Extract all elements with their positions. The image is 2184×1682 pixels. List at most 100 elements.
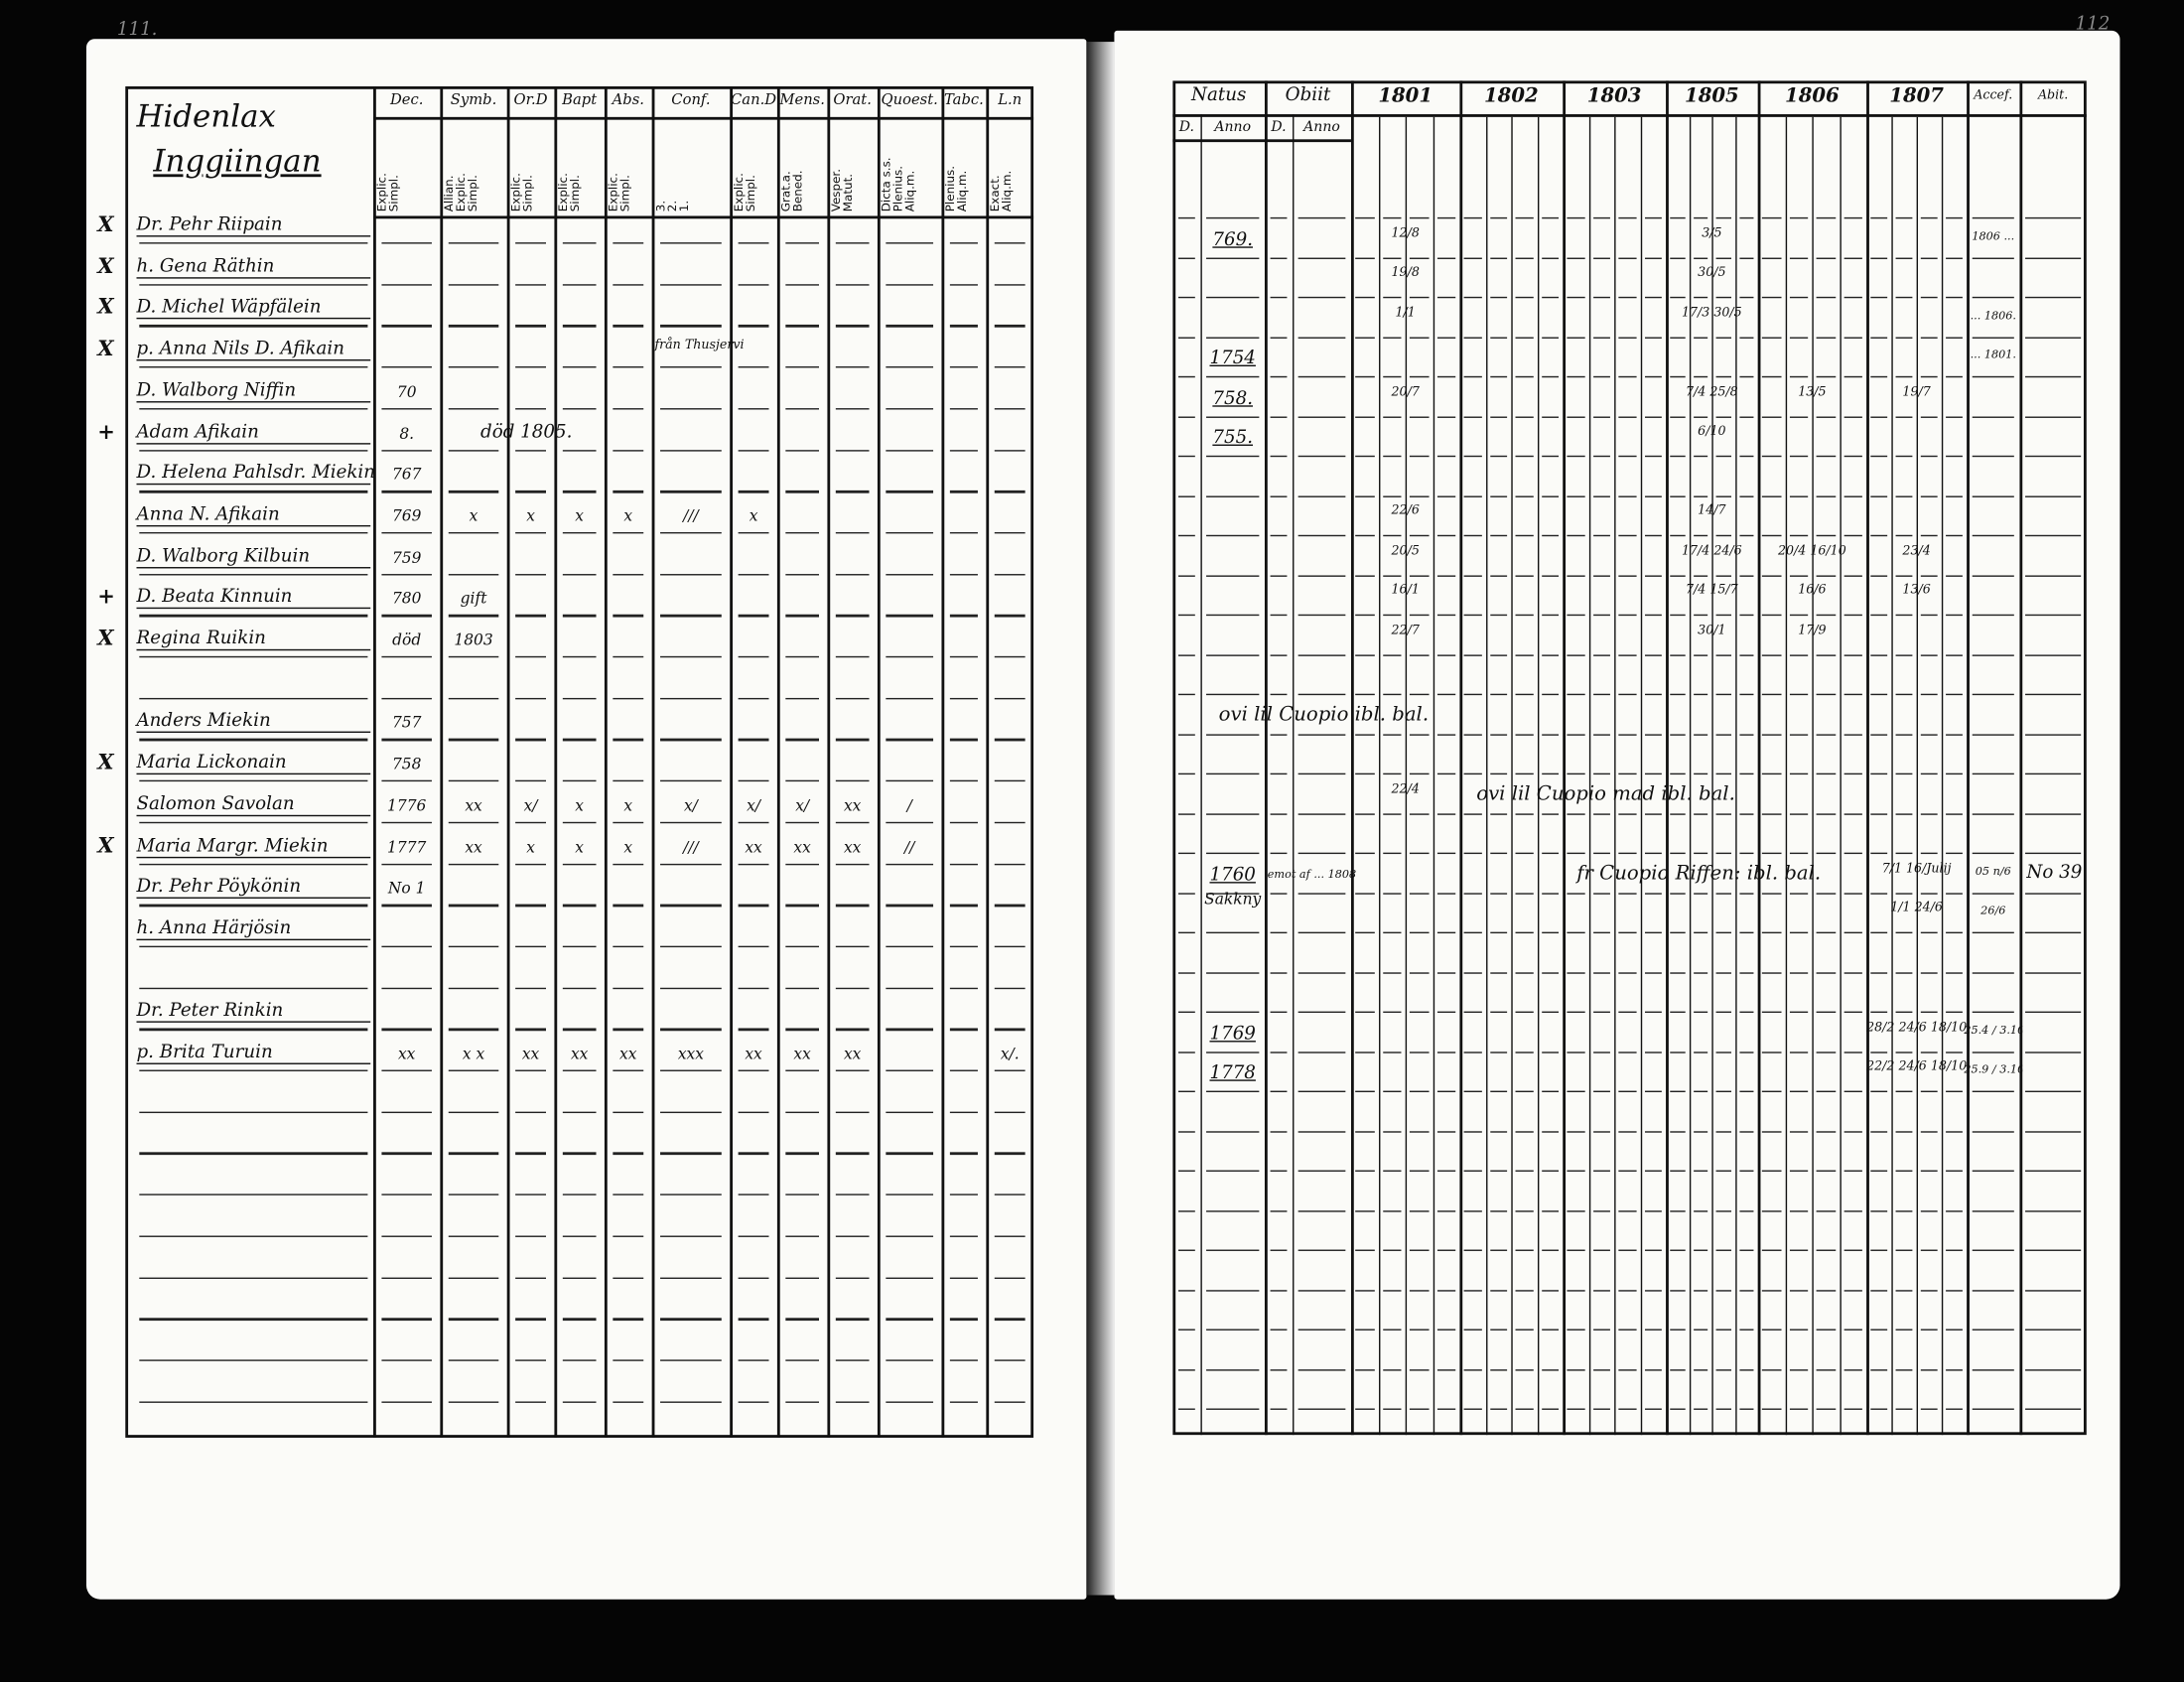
cell-rule: [448, 863, 499, 866]
cell-rule: [1270, 455, 1288, 458]
column-subheader: Anno: [1303, 119, 1340, 136]
row-rule: [139, 1069, 368, 1072]
cell-rule: [515, 1069, 546, 1072]
cell-rule: [562, 1359, 597, 1362]
cell-rule: [1489, 455, 1508, 458]
cell-rule: [1670, 614, 1686, 617]
cell-rule: [1972, 1130, 2014, 1133]
year-subcolumn-divider: [1916, 116, 1919, 1436]
cell-rule: [1738, 1090, 1754, 1093]
cell-rule: [1409, 1051, 1429, 1053]
cell-rule: [1409, 375, 1429, 378]
register-cell: död: [392, 631, 422, 649]
cell-rule: [613, 491, 644, 493]
cell-rule: [1463, 1249, 1482, 1252]
year-subcolumn-divider: [1537, 116, 1539, 1436]
cell-rule: [1670, 256, 1686, 259]
left-page: 111.: [85, 20, 1087, 1600]
cell-rule: [1592, 216, 1610, 219]
cell-rule: [1693, 892, 1708, 895]
cell-rule: [1843, 1329, 1862, 1332]
cell-rule: [949, 283, 978, 286]
cell-rule: [562, 1111, 597, 1114]
cell-rule: [1382, 733, 1402, 736]
cell-rule: [1592, 534, 1610, 537]
cell-rule: [1843, 852, 1862, 855]
cell-rule: [1297, 1209, 1346, 1212]
cell-rule: [1761, 534, 1781, 537]
cell-rule: [1920, 733, 1938, 736]
cell-rule: [1541, 534, 1560, 537]
cell-rule: [1463, 693, 1482, 696]
cell-rule: [1515, 1329, 1534, 1332]
register-cell: No 1: [387, 879, 426, 898]
cell-rule: [1972, 375, 2014, 378]
cell-rule: [1489, 772, 1508, 775]
cell-rule: [1436, 812, 1456, 815]
cell-rule: [1972, 256, 2014, 259]
cell-rule: [1297, 375, 1346, 378]
cell-rule: [1206, 375, 1260, 378]
row-rule: [139, 779, 368, 782]
column-header-conf: Conf.: [671, 91, 711, 109]
cell-rule: [949, 366, 978, 369]
cell-rule: [1946, 574, 1963, 577]
cell-rule: [448, 1111, 499, 1114]
accef-entry: ... 1806.: [1970, 308, 2016, 322]
cell-rule: [1738, 852, 1754, 855]
cell-rule: [785, 1359, 819, 1362]
cell-rule: [1843, 1130, 1862, 1133]
cell-rule: [1541, 455, 1560, 458]
cell-rule: [1206, 1289, 1260, 1292]
cell-rule: [785, 1235, 819, 1238]
cell-rule: [785, 779, 819, 782]
cell-rule: [1738, 1249, 1754, 1252]
cell-rule: [1618, 296, 1636, 299]
cell-rule: [1463, 1329, 1482, 1332]
cell-rule: [1920, 812, 1938, 815]
cell-rule: [1382, 971, 1402, 974]
register-cell: x/: [795, 796, 810, 815]
column-header-tabc: Tabc.: [943, 91, 984, 109]
cell-rule: [1355, 892, 1375, 895]
register-cell: 70: [396, 382, 417, 401]
cell-rule: [1463, 1090, 1482, 1093]
cell-rule: [949, 1276, 978, 1279]
cell-rule: [1738, 494, 1754, 497]
cell-rule: [1355, 614, 1375, 617]
cell-rule: [1644, 812, 1662, 815]
cell-rule: [1355, 1090, 1375, 1093]
register-cell: x x: [462, 1045, 485, 1063]
cell-rule: [1738, 812, 1754, 815]
cell-rule: [1895, 931, 1913, 934]
cell-rule: [738, 1193, 769, 1196]
cell-rule: [1436, 653, 1456, 656]
cell-rule: [1206, 256, 1260, 259]
column-divider: [877, 85, 881, 1438]
cell-rule: [1382, 1011, 1402, 1014]
cell-rule: [1515, 455, 1534, 458]
cell-rule: [994, 697, 1025, 700]
cell-rule: [835, 1359, 870, 1362]
register-cell: x: [469, 506, 478, 525]
register-cell: xx: [793, 1045, 811, 1063]
cell-rule: [835, 1152, 870, 1155]
cell-rule: [515, 945, 546, 948]
cell-rule: [1436, 1209, 1456, 1212]
cell-rule: [1816, 494, 1836, 497]
cell-rule: [1270, 931, 1288, 934]
cell-rule: [381, 531, 432, 534]
year-entry: 1/1: [1395, 305, 1416, 321]
cell-rule: [994, 449, 1025, 452]
cell-rule: [660, 779, 722, 782]
cell-rule: [1816, 1249, 1836, 1252]
cell-rule: [835, 1318, 870, 1321]
register-cell: /: [906, 796, 912, 815]
cell-rule: [1761, 1289, 1781, 1292]
cell-rule: [1592, 892, 1610, 895]
cell-rule: [381, 739, 432, 742]
cell-rule: [1761, 1090, 1781, 1093]
cell-rule: [381, 615, 432, 618]
register-cell: 1777: [387, 837, 427, 857]
